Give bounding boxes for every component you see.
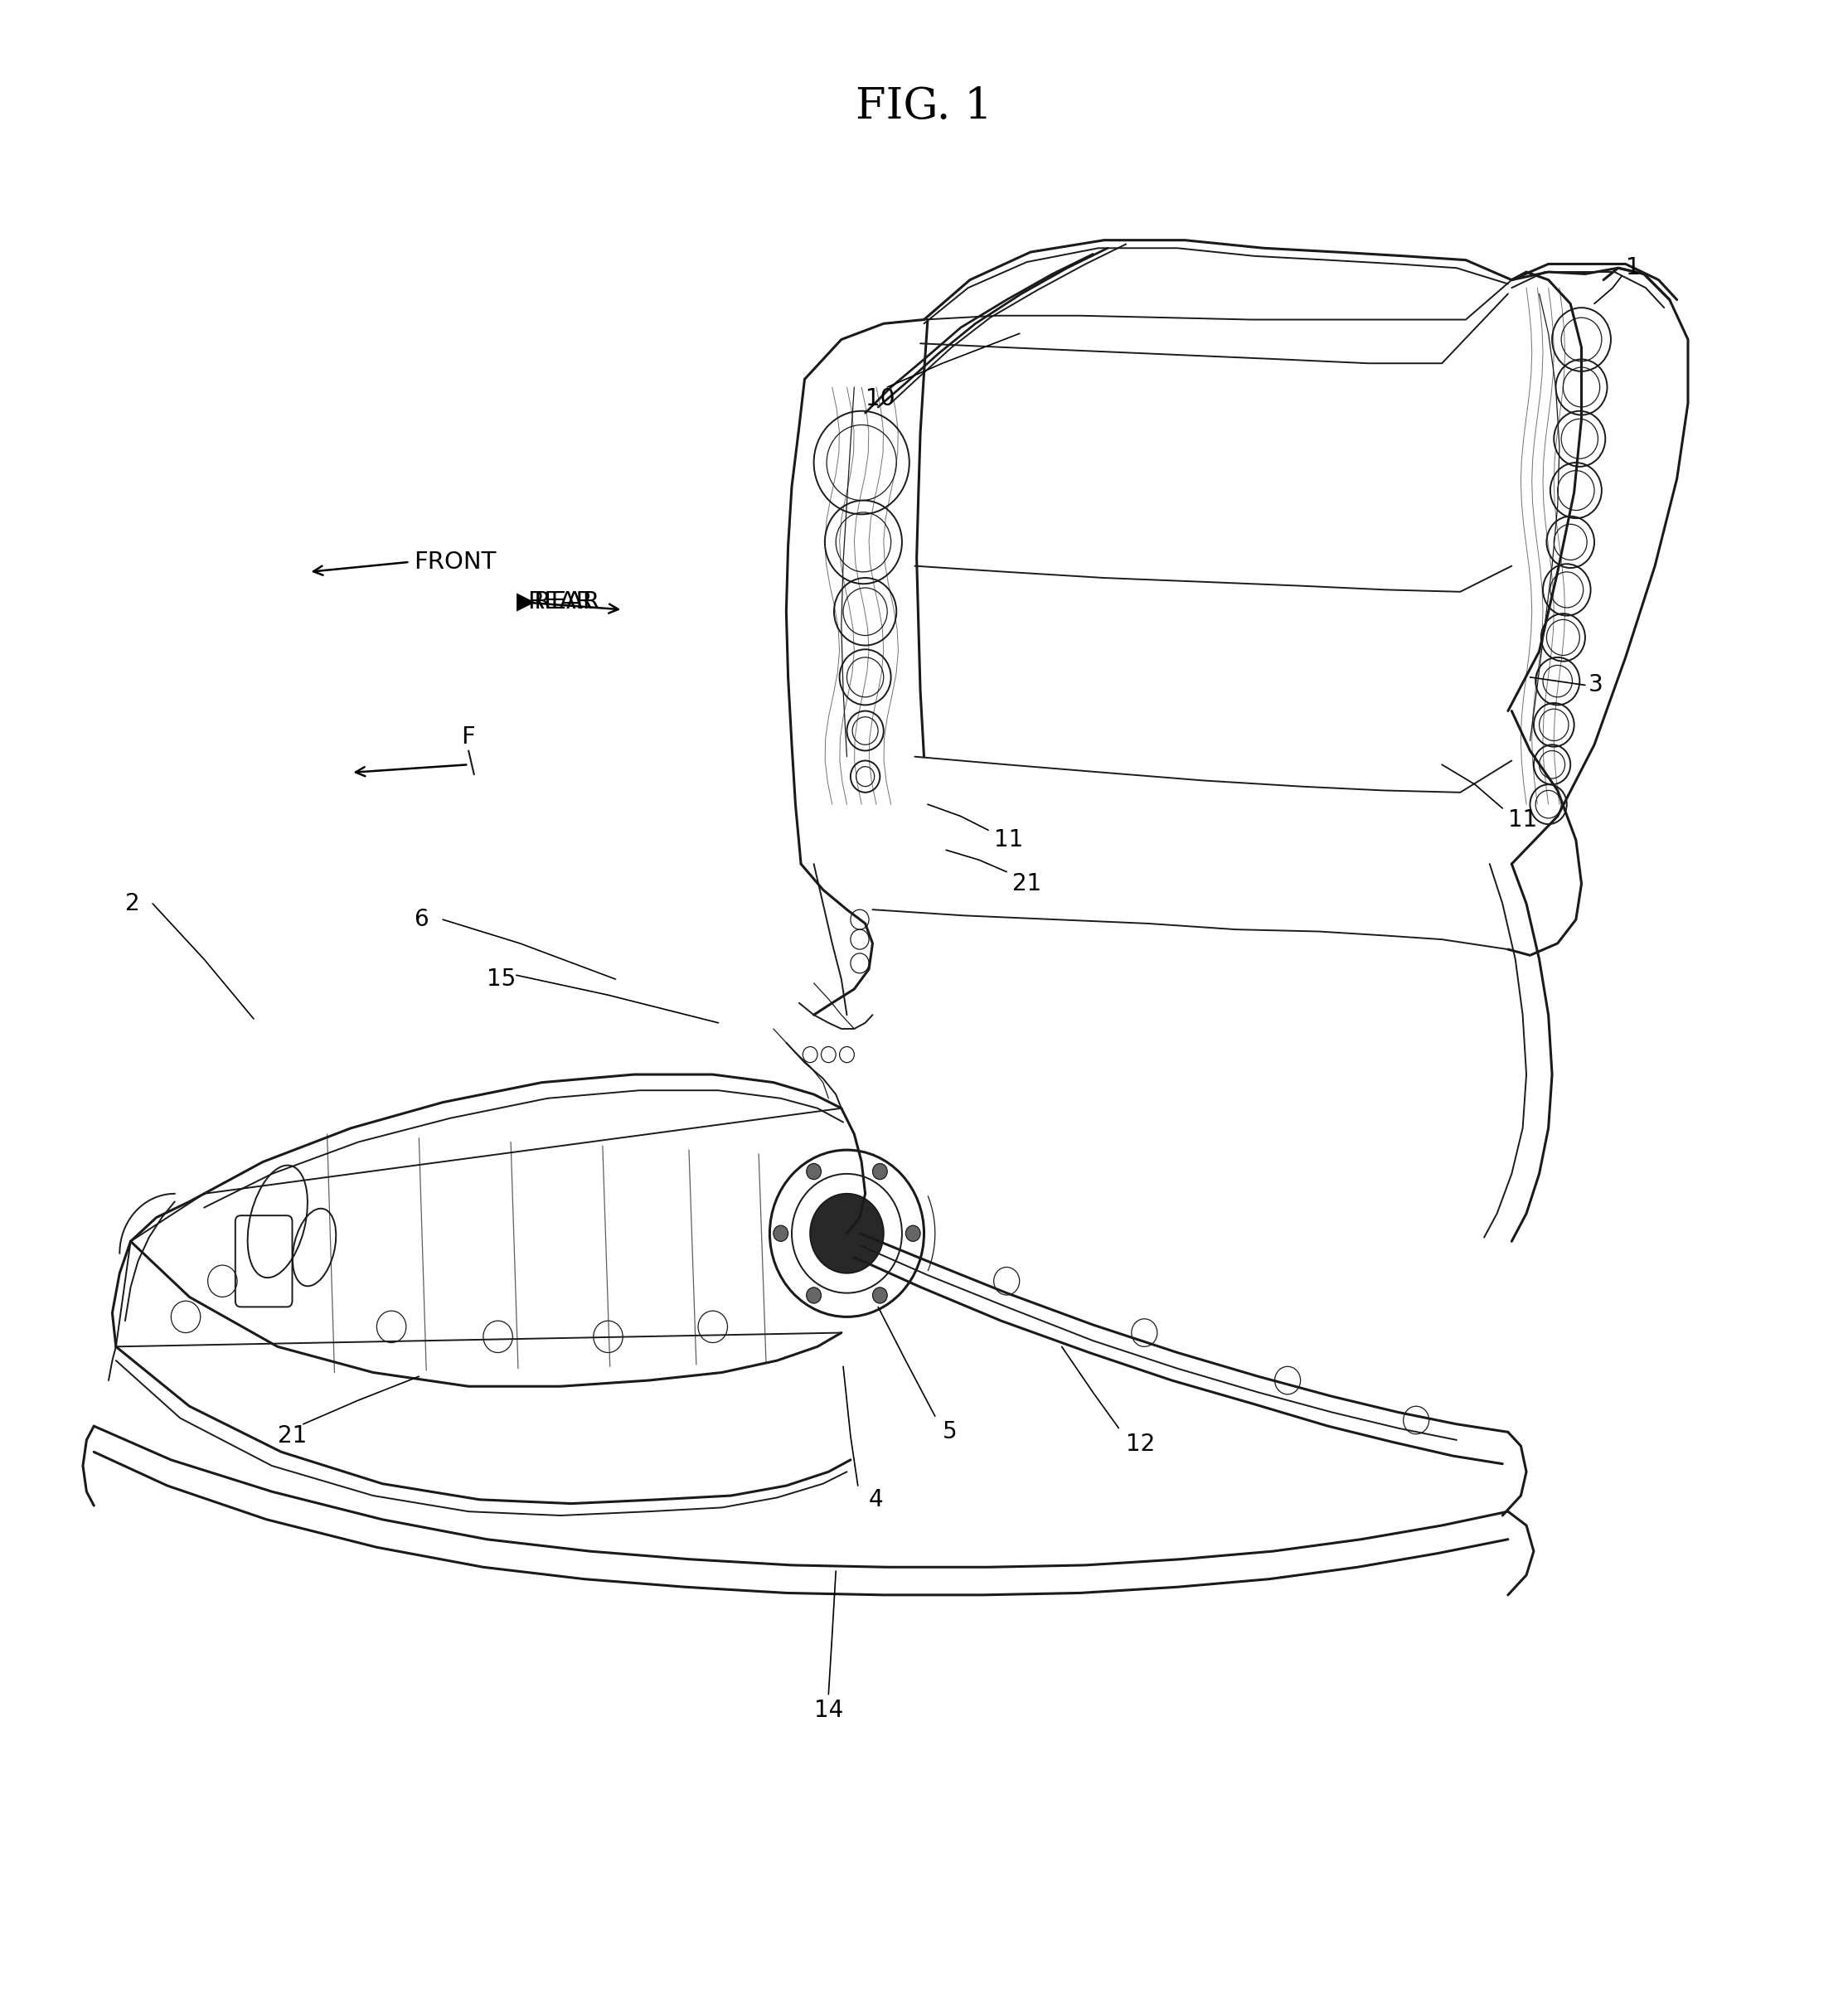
Circle shape	[806, 1287, 821, 1303]
Text: 5: 5	[942, 1421, 957, 1445]
Text: REAR: REAR	[527, 589, 593, 613]
Text: 2: 2	[126, 891, 140, 915]
Text: 1: 1	[1626, 256, 1641, 280]
Text: 3: 3	[1589, 673, 1604, 697]
Text: 21: 21	[1013, 873, 1042, 895]
Text: F: F	[462, 725, 475, 749]
Text: 11: 11	[994, 829, 1024, 851]
Text: FRONT: FRONT	[414, 549, 495, 573]
Circle shape	[872, 1287, 887, 1303]
Text: FIG. 1: FIG. 1	[856, 86, 992, 128]
Text: 15: 15	[486, 967, 516, 991]
Circle shape	[774, 1225, 787, 1241]
Text: 21: 21	[277, 1425, 307, 1449]
Text: ▶REAR: ▶REAR	[516, 589, 601, 613]
Circle shape	[809, 1193, 883, 1273]
Text: 6: 6	[414, 907, 429, 931]
Text: 11: 11	[1508, 809, 1538, 831]
Circle shape	[806, 1163, 821, 1179]
Text: 4: 4	[869, 1489, 883, 1510]
Text: 12: 12	[1125, 1433, 1155, 1457]
Circle shape	[872, 1163, 887, 1179]
Text: 14: 14	[813, 1698, 843, 1722]
Text: 10: 10	[865, 388, 894, 412]
Circle shape	[906, 1225, 920, 1241]
